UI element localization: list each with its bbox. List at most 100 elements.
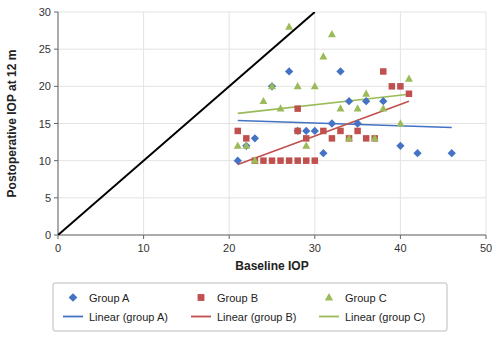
x-axis-label: Baseline IOP bbox=[235, 259, 308, 273]
trend-line bbox=[238, 94, 409, 113]
legend-label: Group B bbox=[217, 292, 258, 304]
point bbox=[345, 134, 353, 141]
point bbox=[269, 157, 275, 163]
legend-swatch bbox=[63, 316, 83, 318]
plot-area bbox=[58, 12, 456, 235]
x-tick bbox=[143, 235, 144, 239]
point bbox=[379, 97, 387, 105]
y-grid-line bbox=[58, 235, 486, 236]
point bbox=[234, 141, 242, 148]
grid bbox=[58, 12, 486, 235]
x-tick bbox=[400, 235, 401, 239]
legend-label: Linear (group A) bbox=[89, 311, 168, 323]
point bbox=[319, 52, 327, 59]
point bbox=[371, 134, 379, 141]
point bbox=[397, 83, 403, 89]
point bbox=[406, 91, 412, 97]
x-tick-label: 10 bbox=[137, 242, 149, 254]
x-tick-label: 50 bbox=[480, 242, 492, 254]
y-tick bbox=[54, 197, 58, 198]
y-grid-line bbox=[58, 123, 486, 124]
axes: 01020304050051015202530 bbox=[39, 6, 492, 254]
point bbox=[396, 119, 404, 126]
legend-frame bbox=[53, 283, 447, 331]
x-tick bbox=[486, 235, 487, 239]
point bbox=[319, 149, 327, 157]
y-tick-label: 20 bbox=[39, 80, 51, 92]
legend-label: Linear (group C) bbox=[345, 311, 425, 323]
legend-swatch bbox=[319, 316, 339, 318]
y-axis-label: Postoperative IOP at 12 m bbox=[5, 50, 19, 198]
y-tick-label: 15 bbox=[39, 118, 51, 130]
point bbox=[362, 89, 370, 96]
point bbox=[260, 157, 266, 163]
point bbox=[243, 135, 249, 141]
point bbox=[286, 157, 292, 163]
point bbox=[285, 23, 293, 30]
point bbox=[336, 67, 344, 75]
point bbox=[320, 128, 326, 134]
trend-line bbox=[238, 121, 452, 128]
point bbox=[311, 82, 319, 89]
point bbox=[345, 97, 353, 105]
point bbox=[396, 142, 404, 150]
point bbox=[379, 104, 387, 111]
x-tick-label: 30 bbox=[309, 242, 321, 254]
point bbox=[235, 128, 241, 134]
point bbox=[251, 156, 259, 163]
point bbox=[294, 157, 300, 163]
point bbox=[277, 157, 283, 163]
point bbox=[234, 157, 242, 165]
y-grid-line bbox=[58, 197, 486, 198]
x-tick bbox=[58, 235, 59, 239]
point bbox=[294, 105, 300, 111]
point bbox=[303, 157, 309, 163]
point bbox=[294, 82, 302, 89]
y-tick bbox=[54, 123, 58, 124]
point bbox=[354, 128, 360, 134]
y-tick bbox=[54, 12, 58, 13]
y-tick bbox=[54, 235, 58, 236]
point bbox=[251, 134, 259, 142]
point bbox=[312, 157, 318, 163]
y-tick bbox=[54, 160, 58, 161]
identity-line bbox=[58, 12, 315, 235]
point bbox=[259, 97, 267, 104]
x-tick-label: 20 bbox=[223, 242, 235, 254]
points bbox=[234, 23, 456, 165]
y-tick-label: 0 bbox=[45, 229, 51, 241]
point bbox=[303, 135, 309, 141]
point bbox=[329, 135, 335, 141]
chart: 01020304050051015202530Baseline IOPPosto… bbox=[0, 0, 500, 347]
point bbox=[242, 141, 250, 148]
y-tick bbox=[54, 49, 58, 50]
legend-label: Linear (group B) bbox=[217, 311, 297, 323]
y-tick-label: 10 bbox=[39, 155, 51, 167]
y-tick bbox=[54, 86, 58, 87]
point bbox=[302, 141, 310, 148]
point bbox=[294, 128, 300, 134]
point bbox=[268, 82, 276, 89]
legend-swatch bbox=[69, 293, 78, 302]
y-tick-label: 5 bbox=[45, 192, 51, 204]
point bbox=[277, 104, 285, 111]
y-tick-label: 25 bbox=[39, 43, 51, 55]
legend-swatch bbox=[198, 294, 205, 301]
point bbox=[311, 127, 319, 135]
point bbox=[405, 75, 413, 82]
point bbox=[353, 119, 361, 127]
point bbox=[363, 135, 369, 141]
y-tick-label: 30 bbox=[39, 6, 51, 18]
legend-swatch bbox=[191, 316, 211, 318]
point bbox=[413, 149, 421, 157]
x-axis-line bbox=[58, 235, 486, 236]
legend-label: Group C bbox=[345, 292, 387, 304]
point bbox=[337, 104, 345, 111]
x-tick bbox=[314, 235, 315, 239]
point bbox=[362, 97, 370, 105]
point bbox=[242, 142, 250, 150]
x-tick bbox=[229, 235, 230, 239]
point bbox=[337, 128, 343, 134]
point bbox=[268, 82, 276, 90]
point bbox=[389, 83, 395, 89]
